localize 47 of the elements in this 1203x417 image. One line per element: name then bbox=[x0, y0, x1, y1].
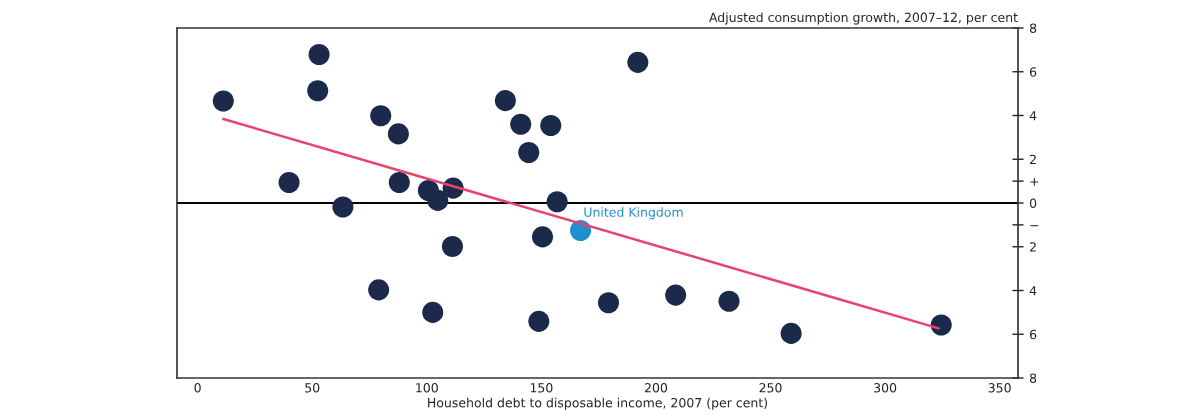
point bbox=[308, 43, 330, 65]
y-tick-label: 2 bbox=[1030, 154, 1036, 164]
point bbox=[387, 123, 409, 145]
point bbox=[441, 236, 463, 258]
y-tick-label: − bbox=[1030, 225, 1039, 227]
point bbox=[368, 279, 390, 301]
point bbox=[307, 80, 329, 102]
point bbox=[212, 90, 234, 112]
point bbox=[597, 292, 620, 314]
point bbox=[332, 196, 354, 218]
point bbox=[718, 290, 740, 312]
point bbox=[531, 226, 554, 248]
x-tick-label: 150 bbox=[530, 383, 553, 393]
x-axis-title: Household debt to disposable income, 2007 (per cent) bbox=[428, 397, 768, 410]
point bbox=[780, 322, 802, 344]
point bbox=[518, 141, 540, 163]
point bbox=[546, 191, 568, 213]
y-tick-label: 4 bbox=[1029, 111, 1037, 121]
x-tick-label: 200 bbox=[644, 383, 668, 393]
y-tick-label: 2 bbox=[1030, 242, 1036, 252]
y-tick-label: 0 bbox=[1029, 198, 1037, 208]
point bbox=[388, 171, 410, 193]
y-tick-label: + bbox=[1030, 178, 1039, 186]
y-tick-label: 6 bbox=[1029, 329, 1037, 340]
point bbox=[528, 310, 550, 332]
y-axis-title: Adjusted consumption growth, 2007–12, per cent bbox=[709, 12, 1018, 25]
point bbox=[422, 301, 444, 323]
y-tick-label: 6 bbox=[1029, 67, 1037, 77]
annotation: United Kingdom bbox=[584, 207, 683, 220]
x-tick-label: 50 bbox=[305, 383, 320, 393]
point bbox=[494, 90, 516, 112]
point bbox=[665, 284, 687, 306]
point bbox=[510, 113, 532, 135]
x-tick-label: 250 bbox=[759, 383, 782, 393]
y-tick-label: 8 bbox=[1029, 373, 1037, 383]
point bbox=[427, 189, 449, 211]
point bbox=[627, 51, 649, 73]
point bbox=[370, 105, 392, 127]
x-tick-label: 300 bbox=[874, 383, 897, 393]
y-tick-label: 8 bbox=[1029, 23, 1037, 33]
y-tick-label: 4 bbox=[1029, 286, 1037, 296]
point bbox=[930, 314, 952, 336]
x-tick-label: 350 bbox=[988, 383, 1011, 393]
point bbox=[278, 171, 300, 193]
x-tick-label: 0 bbox=[194, 383, 201, 393]
point bbox=[540, 115, 562, 137]
x-tick-label: 100 bbox=[416, 383, 438, 393]
